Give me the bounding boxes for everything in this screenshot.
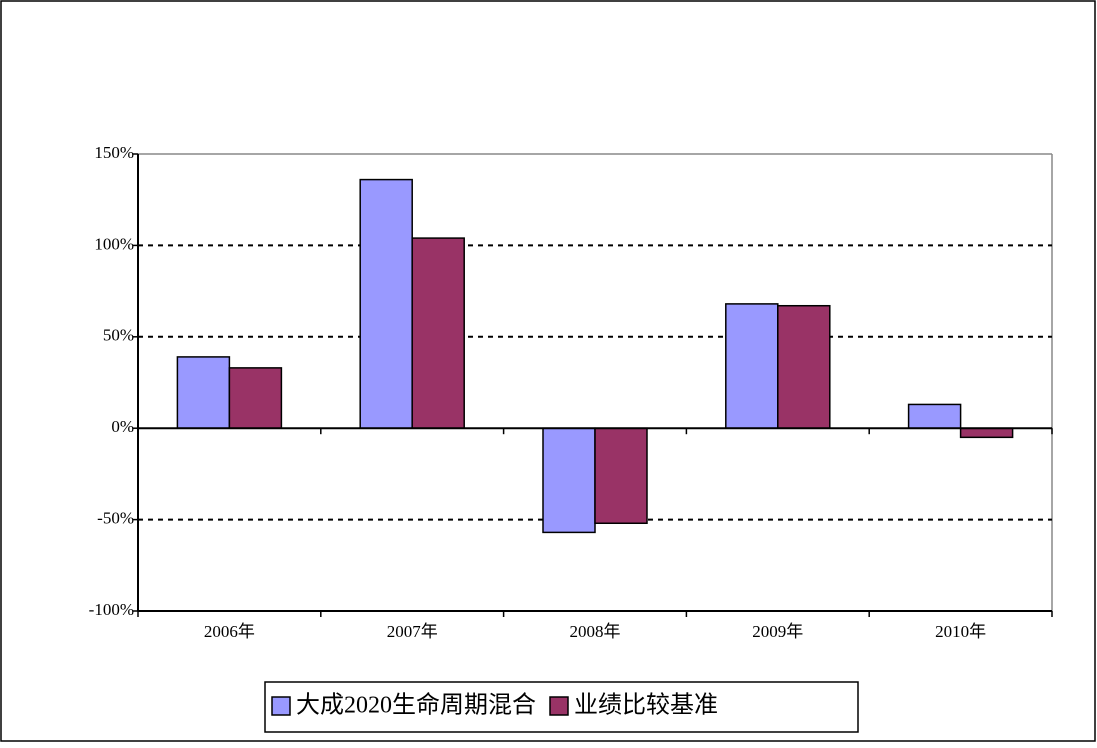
bar [725,303,779,429]
bar [777,304,831,429]
x-tick-label: 2007年 [387,622,438,641]
bar [907,403,962,429]
y-tick-label: -50% [97,509,134,528]
legend-swatch [549,696,569,716]
x-tick-label: 2008年 [570,622,621,641]
bar [594,427,648,525]
y-tick-label: -100% [89,600,134,619]
legend-label: 业绩比较基准 [574,692,718,719]
bar [411,237,465,429]
bar [359,178,413,429]
x-tick-label: 2006年 [204,622,255,641]
x-tick-label: 2010年 [935,622,986,641]
y-tick-label: 150% [94,143,134,162]
y-tick-label: 50% [103,326,134,345]
x-tick-label: 2009年 [752,622,803,641]
legend-swatch [271,696,291,716]
legend-label: 大成2020生命周期混合 [296,692,536,719]
bar [959,427,1014,439]
bar [176,356,231,429]
bar [542,427,596,534]
bar [228,367,283,429]
y-tick-label: 0% [111,417,134,436]
y-tick-label: 100% [94,234,134,253]
